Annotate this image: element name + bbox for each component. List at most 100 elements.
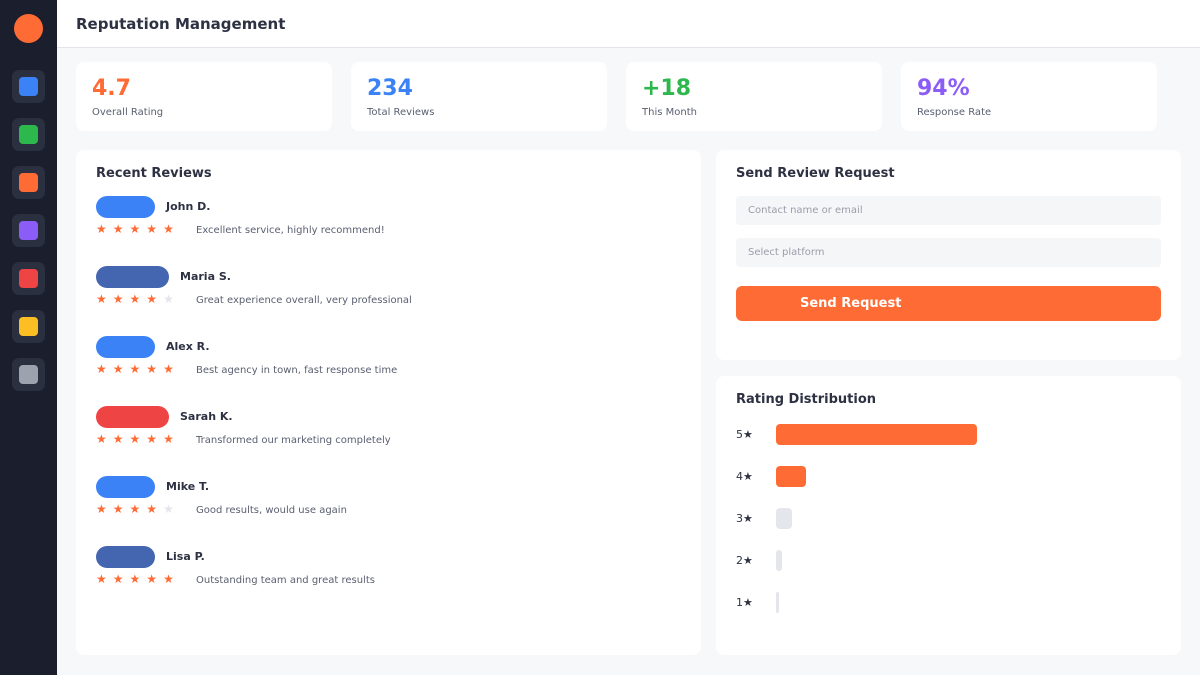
stat-value: 94%: [917, 76, 970, 101]
distribution-row: 5★: [736, 424, 1156, 446]
rating-distribution-panel: Rating Distribution 5★ 4★ 3★ 2★ 1★: [716, 376, 1181, 655]
star-filled-icon: ★: [112, 502, 130, 516]
star-rating: ★★★★★: [96, 572, 180, 586]
distribution-row: 3★: [736, 508, 1156, 530]
review-item: Alex R. ★★★★★ Best agency in town, fast re…: [96, 336, 696, 386]
send-request-button[interactable]: Send Request: [736, 286, 1161, 321]
review-item: John D. ★★★★★ Excellent service, highly re…: [96, 196, 696, 246]
reviewer-name: John D.: [166, 200, 211, 213]
review-text: Best agency in town, fast response time: [196, 365, 398, 376]
nav-item-orange[interactable]: [12, 166, 45, 199]
review-text: Outstanding team and great results: [196, 575, 375, 586]
distribution-bar: [776, 550, 782, 571]
distribution-label: 5★: [736, 428, 753, 441]
stat-label: This Month: [642, 107, 697, 118]
recent-reviews-title: Recent Reviews: [96, 166, 212, 181]
star-filled-icon: ★: [146, 502, 164, 516]
page-title: Reputation Management: [76, 15, 286, 33]
star-filled-icon: ★: [96, 292, 113, 306]
stat-card-response-rate: 94% Response Rate: [901, 62, 1157, 131]
star-rating: ★★★★★: [96, 222, 180, 236]
review-text: Excellent service, highly recommend!: [196, 225, 385, 236]
recent-reviews-panel: Recent Reviews John D. ★★★★★ Excellent ser…: [76, 150, 701, 655]
review-item: Maria S. ★★★★★ Great experience overall, v…: [96, 266, 696, 316]
avatar: [96, 336, 155, 358]
nav-icon: [19, 221, 38, 240]
nav-icon: [19, 365, 38, 384]
review-item: Mike T. ★★★★★ Good results, would use agai…: [96, 476, 696, 526]
review-text: Transformed our marketing completely: [196, 435, 391, 446]
nav-icon: [19, 125, 38, 144]
star-filled-icon: ★: [146, 572, 164, 586]
star-filled-icon: ★: [129, 362, 147, 376]
review-request-panel: Send Review Request Send Request: [716, 150, 1181, 360]
star-filled-icon: ★: [163, 432, 180, 446]
distribution-bar: [776, 592, 779, 613]
distribution-bar: [776, 466, 806, 487]
star-filled-icon: ★: [129, 292, 147, 306]
distribution-label: 3★: [736, 512, 753, 525]
star-empty-icon: ★: [163, 292, 180, 306]
avatar: [96, 406, 169, 428]
review-item: Sarah K. ★★★★★ Transformed our marketing c…: [96, 406, 696, 456]
send-request-label: Send Request: [800, 296, 902, 311]
star-filled-icon: ★: [112, 572, 130, 586]
star-filled-icon: ★: [96, 572, 113, 586]
platform-select[interactable]: [736, 238, 1161, 267]
nav-item-green[interactable]: [12, 118, 45, 151]
star-filled-icon: ★: [146, 362, 164, 376]
nav-icon: [19, 173, 38, 192]
nav-icon: [19, 317, 38, 336]
star-filled-icon: ★: [129, 572, 147, 586]
avatar: [96, 196, 155, 218]
stat-label: Total Reviews: [367, 107, 435, 118]
contact-input[interactable]: [736, 196, 1161, 225]
star-filled-icon: ★: [96, 432, 113, 446]
avatar: [96, 546, 155, 568]
stat-card-overall-rating: 4.7 Overall Rating: [76, 62, 332, 131]
star-filled-icon: ★: [96, 362, 113, 376]
stat-value: +18: [642, 76, 692, 101]
reviewer-name: Lisa P.: [166, 550, 205, 563]
star-filled-icon: ★: [96, 222, 113, 236]
star-filled-icon: ★: [112, 292, 130, 306]
distribution-row: 4★: [736, 466, 1156, 488]
star-filled-icon: ★: [112, 362, 130, 376]
star-rating: ★★★★★: [96, 432, 180, 446]
app-logo[interactable]: [14, 14, 43, 43]
avatar: [96, 266, 169, 288]
star-filled-icon: ★: [96, 502, 113, 516]
distribution-bar: [776, 508, 792, 529]
star-rating: ★★★★★: [96, 502, 180, 516]
stat-label: Overall Rating: [92, 107, 164, 118]
reviewer-name: Mike T.: [166, 480, 210, 493]
distribution-label: 4★: [736, 470, 753, 483]
distribution-label: 2★: [736, 554, 753, 567]
star-rating: ★★★★★: [96, 292, 180, 306]
nav-item-purple[interactable]: [12, 214, 45, 247]
nav-item-red[interactable]: [12, 262, 45, 295]
reviewer-name: Alex R.: [166, 340, 210, 353]
star-filled-icon: ★: [129, 502, 147, 516]
star-filled-icon: ★: [146, 292, 164, 306]
stat-card-this-month: +18 This Month: [626, 62, 882, 131]
star-filled-icon: ★: [163, 222, 180, 236]
sidebar: [0, 0, 57, 675]
distribution-label: 1★: [736, 596, 753, 609]
nav-item-gray[interactable]: [12, 358, 45, 391]
stat-value: 234: [367, 76, 413, 101]
star-filled-icon: ★: [112, 432, 130, 446]
distribution-row: 1★: [736, 592, 1156, 614]
star-filled-icon: ★: [146, 222, 164, 236]
rating-distribution-title: Rating Distribution: [736, 392, 877, 407]
star-filled-icon: ★: [129, 432, 147, 446]
star-filled-icon: ★: [129, 222, 147, 236]
nav-item-blue[interactable]: [12, 70, 45, 103]
stat-label: Response Rate: [917, 107, 992, 118]
star-filled-icon: ★: [112, 222, 130, 236]
reviewer-name: Maria S.: [180, 270, 231, 283]
nav-item-yellow[interactable]: [12, 310, 45, 343]
star-rating: ★★★★★: [96, 362, 180, 376]
reviewer-name: Sarah K.: [180, 410, 233, 423]
avatar: [96, 476, 155, 498]
